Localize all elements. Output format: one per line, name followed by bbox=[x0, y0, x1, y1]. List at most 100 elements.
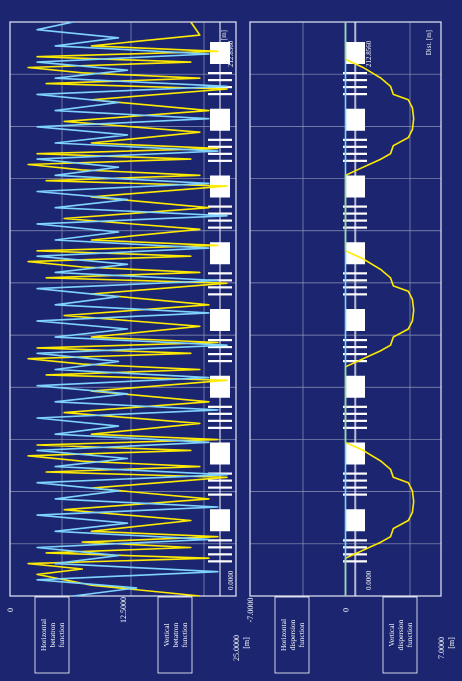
series-vertical-line bbox=[36, 21, 228, 597]
quadrupole-magnet bbox=[343, 493, 367, 496]
quadrupole-magnet bbox=[208, 426, 232, 429]
quadrupole-magnet bbox=[208, 546, 232, 549]
quadrupole-magnet bbox=[208, 553, 232, 556]
quadrupole-magnet bbox=[208, 419, 232, 422]
dipole-magnet bbox=[345, 242, 365, 265]
dipole-magnet bbox=[210, 375, 230, 398]
dipole-magnet bbox=[345, 509, 365, 532]
quadrupole-magnet bbox=[208, 360, 232, 363]
legend-label-line: function bbox=[297, 622, 306, 647]
legend-label-line: function bbox=[405, 622, 414, 647]
series-horizontal-line bbox=[344, 22, 415, 596]
quadrupole-magnet bbox=[343, 79, 367, 82]
y-unit-label: [m] bbox=[447, 637, 456, 649]
magnet-lattice bbox=[343, 22, 367, 596]
x-tick-label-start: 0.0000 bbox=[365, 570, 373, 590]
legend-label-line: function bbox=[57, 622, 66, 647]
quadrupole-magnet bbox=[208, 339, 232, 342]
quadrupole-magnet bbox=[343, 138, 367, 141]
quadrupole-magnet bbox=[208, 93, 232, 96]
quadrupole-magnet bbox=[343, 93, 367, 96]
quadrupole-magnet bbox=[208, 493, 232, 496]
quadrupole-magnet bbox=[343, 419, 367, 422]
dipole-magnet bbox=[345, 375, 365, 398]
quadrupole-magnet bbox=[343, 205, 367, 208]
quadrupole-magnet bbox=[343, 226, 367, 229]
quadrupole-magnet bbox=[343, 159, 367, 162]
quadrupole-magnet bbox=[208, 293, 232, 296]
y-tick-label-mid: 12.5000 bbox=[119, 597, 128, 623]
legend-label-line: Horizontal bbox=[39, 619, 48, 651]
panel-dispersion: 7.0000 0 -7.0000 [m] 0.0000 212.8560 Dist. [m]… bbox=[246, 21, 456, 674]
quadrupole-magnet bbox=[208, 138, 232, 141]
legend-box bbox=[157, 596, 193, 674]
legend-label-line: Vertical bbox=[387, 623, 396, 646]
quadrupole-magnet bbox=[343, 145, 367, 148]
quadrupole-magnet bbox=[208, 286, 232, 289]
quadrupole-magnet bbox=[343, 86, 367, 89]
quadrupole-magnet bbox=[208, 405, 232, 408]
quadrupole-magnet bbox=[343, 486, 367, 489]
quadrupole-magnet bbox=[343, 72, 367, 75]
quadrupole-magnet bbox=[343, 472, 367, 475]
legend-label-line: betatron bbox=[48, 622, 57, 647]
quadrupole-magnet bbox=[208, 279, 232, 282]
y-tick-label-min: 0 bbox=[6, 608, 15, 612]
quadrupole-magnet bbox=[343, 360, 367, 363]
quadrupole-magnet bbox=[343, 339, 367, 342]
quadrupole-magnet bbox=[343, 412, 367, 415]
y-tick-label-mid: 0 bbox=[342, 608, 351, 612]
legend-box bbox=[382, 596, 418, 674]
quadrupole-magnet bbox=[343, 219, 367, 222]
legend-label-line: Vertical bbox=[162, 623, 171, 646]
quadrupole-magnet bbox=[343, 212, 367, 215]
dipole-magnet bbox=[345, 442, 365, 465]
quadrupole-magnet bbox=[343, 286, 367, 289]
quadrupole-magnet bbox=[208, 205, 232, 208]
y-tick-label-max: 25.0000 bbox=[232, 635, 241, 661]
dipole-magnet bbox=[345, 309, 365, 331]
quadrupole-magnet bbox=[343, 279, 367, 282]
quadrupole-magnet bbox=[208, 539, 232, 542]
x-tick-label-end: 212.8560 bbox=[227, 40, 235, 67]
quadrupole-magnet bbox=[208, 72, 232, 75]
dipole-magnet bbox=[210, 509, 230, 532]
quadrupole-magnet bbox=[208, 79, 232, 82]
dipole-magnet bbox=[210, 442, 230, 465]
quadrupole-magnet bbox=[343, 152, 367, 155]
dipole-magnet bbox=[210, 242, 230, 265]
quadrupole-magnet bbox=[208, 152, 232, 155]
dipole-magnet bbox=[210, 108, 230, 131]
legend-label-line: Horizontal bbox=[279, 619, 288, 651]
x-tick-label-start: 0.0000 bbox=[227, 570, 235, 590]
quadrupole-magnet bbox=[208, 219, 232, 222]
dipole-magnet bbox=[345, 175, 365, 198]
y-tick-label-min: -7.0000 bbox=[246, 598, 255, 623]
quadrupole-magnet bbox=[208, 479, 232, 482]
quadrupole-magnet bbox=[343, 546, 367, 549]
quadrupole-magnet bbox=[208, 212, 232, 215]
quadrupole-magnet bbox=[208, 412, 232, 415]
panel-frame bbox=[9, 21, 237, 597]
quadrupole-magnet bbox=[343, 293, 367, 296]
legend-box bbox=[274, 596, 310, 674]
quadrupole-magnet bbox=[343, 346, 367, 349]
legend-label-line: betatron bbox=[171, 622, 180, 647]
quadrupole-magnet bbox=[208, 145, 232, 148]
quadrupole-magnet bbox=[343, 405, 367, 408]
legend-box bbox=[34, 596, 70, 674]
quadrupole-magnet bbox=[208, 272, 232, 275]
quadrupole-magnet bbox=[208, 560, 232, 563]
x-tick-label-end: 212.8560 bbox=[365, 40, 373, 67]
y-unit-label: [m] bbox=[242, 637, 251, 649]
quadrupole-magnet bbox=[343, 272, 367, 275]
quadrupole-magnet bbox=[343, 539, 367, 542]
x-axis-label: Dist. [m] bbox=[425, 30, 433, 55]
quadrupole-magnet bbox=[208, 159, 232, 162]
series-horizontal-line bbox=[27, 21, 228, 597]
legend-label-line: dispersion bbox=[396, 619, 405, 650]
legend-label-line: dispersion bbox=[288, 619, 297, 650]
quadrupole-magnet bbox=[208, 346, 232, 349]
